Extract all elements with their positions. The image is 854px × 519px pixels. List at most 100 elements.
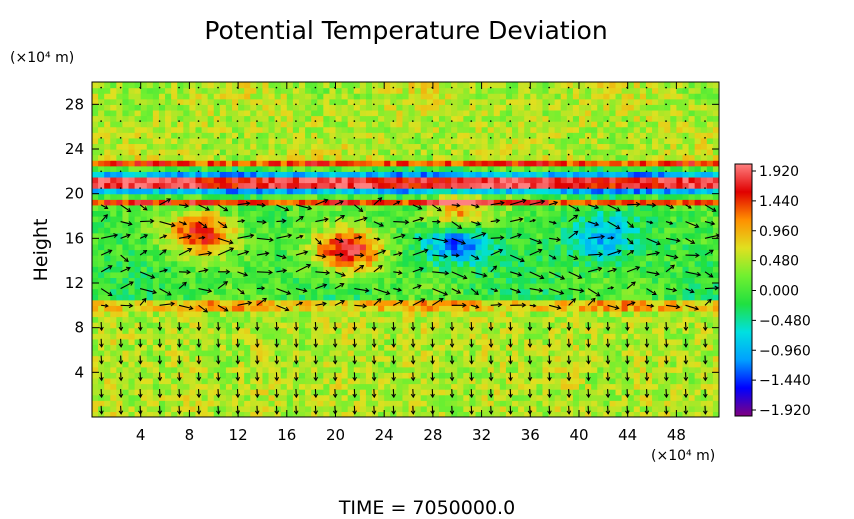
heatmap-cell [189,383,197,390]
heatmap-cell [207,271,215,279]
heatmap-cell [213,355,221,362]
heatmap-cell [578,377,586,385]
heatmap-cell [408,305,416,312]
heatmap-cell [250,221,257,228]
heatmap-cell [688,204,696,212]
heatmap-cell [658,333,665,340]
heatmap-cell [378,305,385,312]
heatmap-cell [195,143,203,150]
heatmap-cell [469,350,477,357]
heatmap-cell [609,383,617,390]
heatmap-cell [213,243,221,251]
heatmap-cell [158,394,166,401]
heatmap-cell [408,294,416,301]
heatmap-cell [372,199,379,206]
heatmap-cell [700,283,708,290]
heatmap-cell [98,210,105,217]
heatmap-cell [335,372,343,379]
heatmap-cell [384,165,391,172]
heatmap-cell [578,299,586,306]
heatmap-cell [244,394,251,401]
heatmap-cell [712,255,719,262]
heatmap-cell [609,327,617,334]
heatmap-cell [286,372,294,379]
heatmap-cell [639,310,647,318]
heatmap-cell [524,411,531,417]
heatmap-cell [664,271,671,279]
heatmap-cell [183,149,190,156]
heatmap-cell [566,316,574,323]
heatmap-cell [104,366,111,373]
heatmap-cell [171,143,178,150]
heatmap-cell [189,322,197,329]
heatmap-cell [274,377,282,385]
heatmap-cell [225,188,233,195]
heatmap-cell [305,394,312,401]
heatmap-cell [262,377,270,385]
heatmap-cell [165,143,172,150]
heatmap-cell [512,271,519,279]
heatmap-cell [664,260,671,267]
heatmap-cell [432,322,440,329]
heatmap-cell [554,216,562,223]
heatmap-cell [335,238,343,245]
heatmap-cell [505,238,513,245]
heatmap-cell [256,327,264,334]
heatmap-cell [639,199,647,206]
heatmap-cell [457,283,464,290]
heatmap-cell [451,188,458,195]
heatmap-cell [438,260,446,267]
heatmap-cell [232,249,239,256]
heatmap-cell [311,366,318,373]
heatmap-cell [365,199,373,206]
heatmap-cell [372,165,379,172]
heatmap-cell [426,377,434,385]
heatmap-cell [201,361,209,368]
heatmap-cell [213,193,221,200]
heatmap-cell [158,299,166,306]
heatmap-cell [542,232,550,239]
heatmap-cell [171,160,178,167]
heatmap-cell [323,394,331,401]
heatmap-cell [378,310,385,318]
heatmap-cell [597,383,604,390]
heatmap-cell [238,366,245,373]
heatmap-cell [104,394,111,401]
heatmap-cell [238,221,245,228]
heatmap-cell [664,283,671,290]
heatmap-cell [183,310,190,318]
heatmap-cell [219,355,227,362]
heatmap-cell [694,400,702,407]
heatmap-cell [98,171,105,178]
heatmap-cell [548,338,556,346]
heatmap-cell [323,411,331,417]
heatmap-cell [603,188,611,195]
heatmap-cell [560,260,568,267]
heatmap-cell [664,221,671,228]
heatmap-cell [122,143,130,150]
heatmap-cell [219,383,227,390]
heatmap-cell [262,165,270,172]
heatmap-cell [530,188,537,195]
heatmap-cell [122,361,130,368]
heatmap-cell [402,372,410,379]
heatmap-cell [262,361,270,368]
heatmap-cell [244,327,251,334]
heatmap-cell [213,316,221,323]
heatmap-cell [189,271,197,279]
heatmap-cell [566,182,574,189]
heatmap-cell [98,310,105,318]
heatmap-cell [365,333,373,340]
heatmap-cell [694,193,702,200]
heatmap-cell [390,143,397,150]
heatmap-cell [286,389,294,396]
heatmap-cell [658,193,665,200]
heatmap-cell [420,221,428,228]
heatmap-cell [390,210,397,217]
heatmap-cell [633,171,641,178]
heatmap-cell [146,171,154,178]
heatmap-cell [116,271,124,279]
heatmap-cell [158,355,166,362]
heatmap-cell [554,327,562,334]
heatmap-cell [572,372,580,379]
